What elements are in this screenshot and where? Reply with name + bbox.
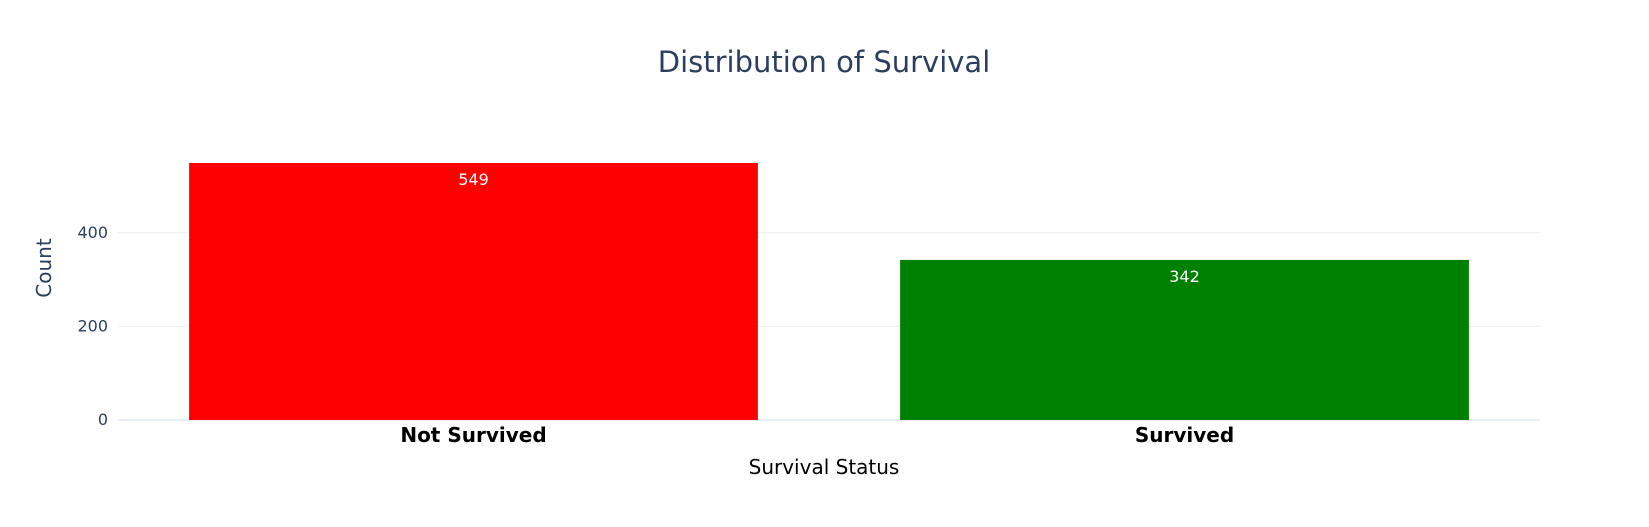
bar-not-survived[interactable] (189, 163, 758, 420)
y-axis-ticks: 0 200 400 (77, 223, 108, 429)
bar-value-label: 342 (1169, 267, 1200, 286)
bars (189, 163, 1469, 420)
y-tick-label: 0 (98, 410, 108, 429)
bar-survived[interactable] (900, 259, 1469, 420)
y-tick-label: 200 (77, 316, 108, 335)
x-tick-label: Not Survived (400, 423, 546, 447)
x-tick-label: Survived (1135, 423, 1234, 447)
y-axis-title: Count (32, 238, 56, 298)
bar-data-labels: 549 342 (458, 170, 1200, 286)
bar-value-label: 549 (458, 170, 489, 189)
x-axis-ticks: Not Survived Survived (400, 423, 1234, 447)
y-tick-label: 400 (77, 223, 108, 242)
x-axis-title: Survival Status (749, 455, 900, 479)
chart-title: Distribution of Survival (658, 45, 991, 79)
